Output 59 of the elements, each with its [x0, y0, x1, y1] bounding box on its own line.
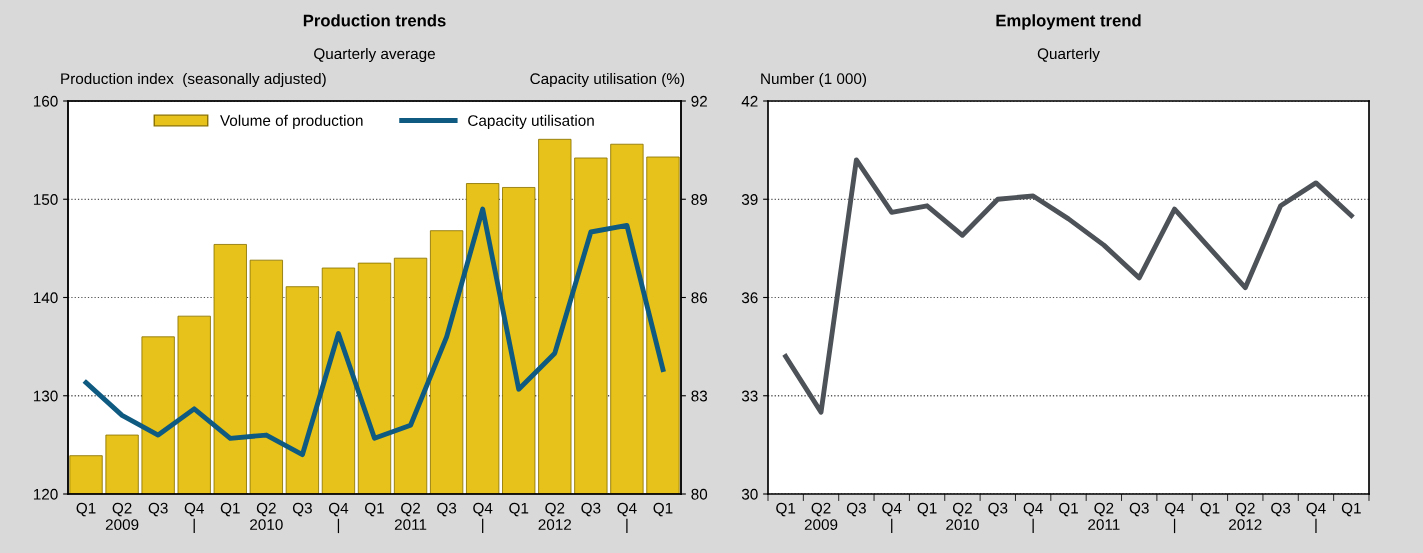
x-tick-label: Q1: [1200, 502, 1220, 517]
y-axis-title: Number (1 000): [761, 72, 867, 88]
x-tick-label: Q2 2009: [804, 502, 838, 531]
x-tick-label: Q4 |: [882, 502, 902, 534]
y-tick-label: 36: [741, 292, 758, 304]
chart-subtitle: Quarterly average: [314, 47, 435, 63]
x-tick-label: Q1: [917, 502, 937, 517]
x-tick-label: Q1: [1341, 502, 1361, 517]
x-tick-label: Q4 |: [1306, 502, 1326, 534]
x-tick-label: Q1: [76, 502, 96, 517]
x-tick-label: Q3: [1129, 502, 1149, 517]
x-tick-label: Q4 |: [184, 502, 204, 534]
x-tick-label: Q4 |: [1023, 502, 1043, 534]
x-tick-label: Q2 2010: [250, 502, 283, 531]
x-tick-label: Q2 2011: [1088, 502, 1120, 531]
y2-axis-title: Capacity utilisation (%): [530, 72, 685, 88]
x-tick-label: Q1: [653, 502, 673, 517]
y-tick-label: 120: [33, 488, 58, 500]
y2-tick-label: 92: [691, 95, 707, 107]
x-tick-label: Q4 |: [473, 502, 493, 534]
x-tick-label: Q3: [581, 502, 601, 517]
legend-label: Volume of production: [220, 114, 363, 129]
x-tick-label: Q3: [846, 502, 866, 517]
y-tick-label: 33: [741, 390, 758, 402]
x-tick-label: Q2 2010: [946, 502, 979, 531]
y-tick-label: 30: [741, 488, 758, 500]
x-tick-label: Q3: [148, 502, 168, 517]
y2-tick-label: 80: [691, 488, 708, 500]
chart-title: Employment trend: [996, 14, 1141, 30]
y2-tick-label: 89: [691, 194, 707, 205]
x-tick-label: Q3: [988, 502, 1008, 517]
x-tick-label: Q3: [292, 502, 312, 517]
y-tick-label: 130: [33, 390, 58, 402]
y-tick-label: 140: [33, 292, 58, 304]
y2-tick-label: 83: [691, 390, 708, 402]
y-axis-title: Production index (seasonally adjusted): [61, 72, 326, 88]
x-tick-label: Q4 |: [617, 502, 637, 534]
x-tick-label: Q1: [1059, 502, 1078, 517]
x-tick-label: Q1: [220, 502, 240, 517]
x-tick-label: Q2 2011: [394, 502, 427, 531]
x-tick-label: Q1: [776, 502, 796, 517]
y-tick-label: 150: [33, 194, 58, 205]
x-tick-label: Q1: [365, 502, 384, 517]
y2-tick-label: 86: [691, 292, 708, 304]
x-tick-label: Q2 2012: [538, 502, 572, 531]
y-tick-label: 160: [33, 95, 58, 107]
line-series: [83, 206, 666, 458]
chart-subtitle: Quarterly: [1037, 47, 1100, 63]
y-tick-label: 39: [741, 194, 758, 205]
y-tick-label: 42: [741, 95, 758, 107]
x-tick-label: Q3: [1271, 502, 1291, 517]
x-tick-label: Q1: [509, 502, 529, 517]
chart-title: Production trends: [303, 14, 446, 27]
x-tick-label: Q4 |: [1165, 502, 1185, 534]
x-tick-label: Q2 2009: [105, 502, 139, 531]
x-tick-label: Q3: [437, 502, 457, 517]
x-tick-label: Q4 |: [328, 502, 349, 534]
legend-label: Capacity utilisation: [468, 114, 594, 129]
x-tick-label: Q2 2012: [1229, 502, 1262, 531]
